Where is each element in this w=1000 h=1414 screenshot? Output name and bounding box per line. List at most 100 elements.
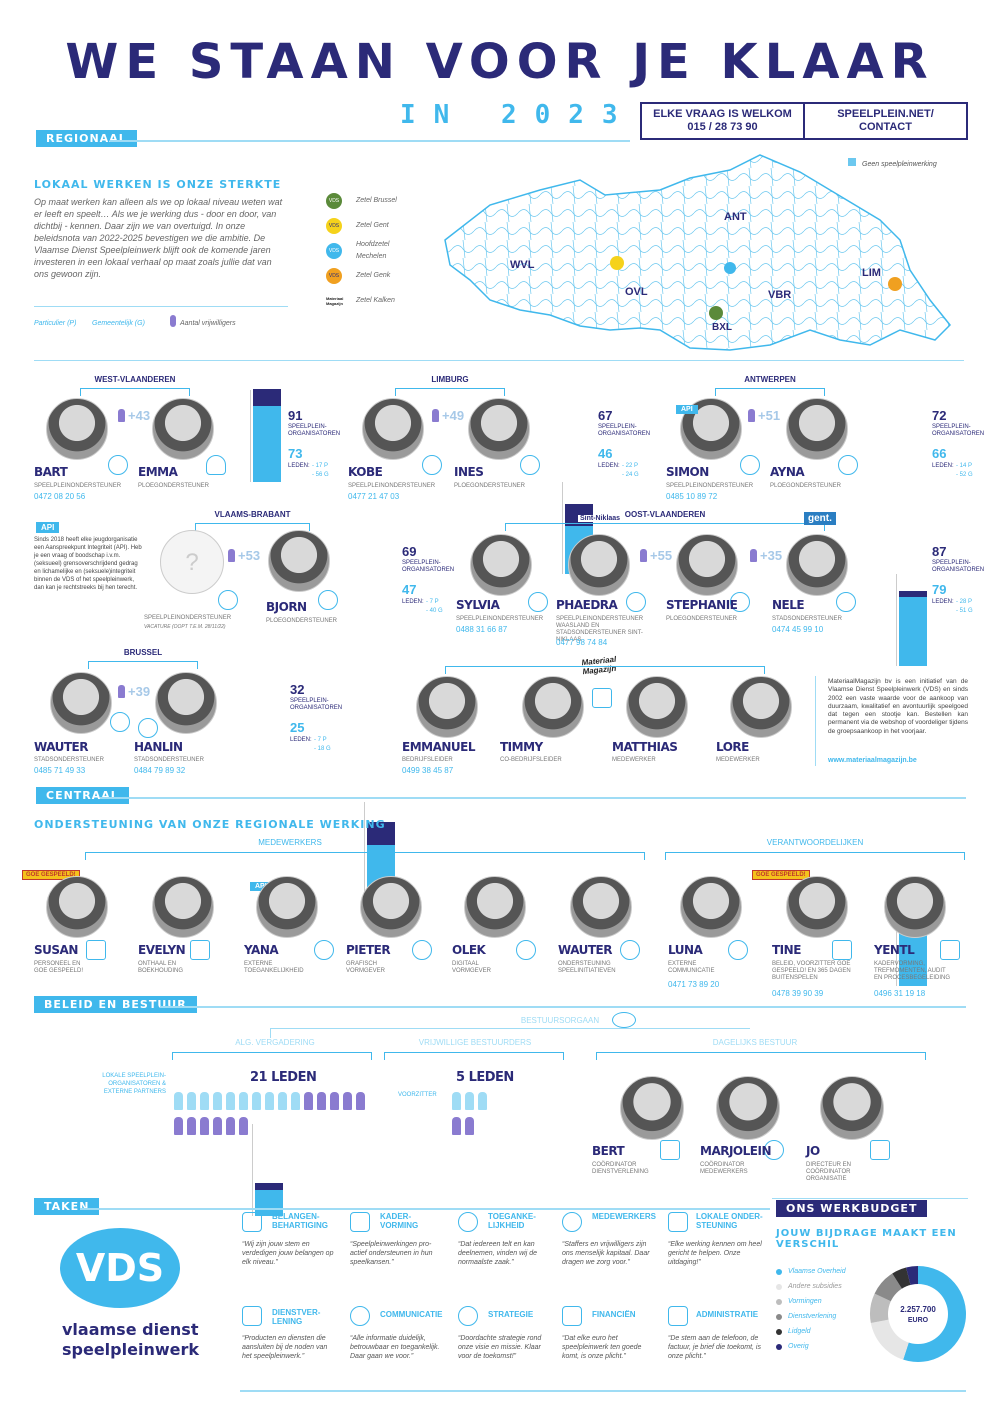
member-icon xyxy=(213,1117,222,1135)
person-role: ONTHAAL EN BOEKHOUDING xyxy=(138,961,184,974)
flanders-map: Geen speelpleinwerking WVL OVL ANT VBR L… xyxy=(444,154,952,351)
person-phone[interactable]: 0496 31 19 18 xyxy=(874,989,926,998)
shapes-icon xyxy=(940,940,960,960)
member-icon xyxy=(330,1092,339,1110)
person-role: KADERVORMING, TREFMOMENTEN, AUDIT EN PRO… xyxy=(874,961,951,981)
stat-members: 25 xyxy=(290,720,305,735)
region-title-vbr: VLAAMS-BRABANT xyxy=(214,510,291,519)
person-phone[interactable]: 0485 10 89 72 xyxy=(666,492,718,501)
hand-icon xyxy=(138,718,158,738)
stat-orgs: 69 xyxy=(402,544,417,559)
bracket xyxy=(88,661,198,669)
person-phone[interactable]: 0474 45 99 10 xyxy=(772,625,824,634)
person-role: STADSONDERSTEUNER xyxy=(772,616,842,622)
member-icon xyxy=(200,1092,209,1110)
stat-label: SPEELPLEIN-ORGANISATOREN xyxy=(598,424,651,437)
heart-icon xyxy=(458,1212,478,1232)
stat-p: - 7 P xyxy=(314,737,327,743)
divider xyxy=(110,140,630,142)
person-name: BERT xyxy=(592,1144,625,1158)
person-role: SPEELPLEINONDERSTEUNER xyxy=(144,615,232,621)
seat-marker-brussel[interactable] xyxy=(709,306,723,320)
person-name: PHAEDRA xyxy=(556,598,618,612)
person-role: DIRECTEUR EN COÖRDINATOR ORGANISATIE xyxy=(806,1162,852,1182)
stat-members: 47 xyxy=(402,582,417,597)
avatar xyxy=(786,876,848,938)
divider xyxy=(34,360,964,361)
vacancy-avatar-icon: ? xyxy=(160,530,224,594)
stat-p: - 17 P xyxy=(312,463,329,469)
person-phone[interactable]: 0471 73 89 20 xyxy=(668,980,720,989)
members-grid-21 xyxy=(172,1092,372,1142)
budget-subtitle: JOUW BIJDRAGE MAAKT EEN VERSCHIL xyxy=(776,1228,957,1250)
member-icon xyxy=(465,1092,474,1110)
person-phone[interactable]: 0485 71 49 33 xyxy=(34,766,86,775)
person-name: INES xyxy=(454,465,484,479)
bracket xyxy=(384,1052,564,1060)
bracket xyxy=(505,523,825,531)
avatar xyxy=(626,676,688,738)
person-name: YANA xyxy=(244,943,279,957)
leden-21: 21 LEDEN xyxy=(250,1070,317,1085)
person-phone[interactable]: 0478 39 90 39 xyxy=(772,989,824,998)
volunteer-count-value: +35 xyxy=(760,548,783,563)
page-title: WE STAAN VOOR JE KLAAR xyxy=(65,34,935,90)
person-phone[interactable]: 0499 38 45 87 xyxy=(402,766,454,775)
person-role: SPEELPLEINONDERSTEUNER xyxy=(456,616,544,622)
chat-icon xyxy=(350,1306,370,1326)
person-phone[interactable]: 0484 79 89 32 xyxy=(134,766,186,775)
api-badge: API xyxy=(250,882,272,891)
person-phone[interactable]: 0477 21 47 03 xyxy=(348,492,400,501)
members-grid-5 xyxy=(450,1092,500,1142)
stat-label: SPEELPLEIN-ORGANISATOREN xyxy=(932,424,985,437)
person-phone[interactable]: 0472 08 20 56 xyxy=(34,492,86,501)
verantwoordelijken-label: VERANTWOORDELIJKEN xyxy=(766,838,864,847)
id-card-icon xyxy=(350,1212,370,1232)
person-phone[interactable]: 0488 31 66 87 xyxy=(456,625,508,634)
bracket xyxy=(665,852,965,860)
member-icon xyxy=(239,1117,248,1135)
volunteer-count: +43 xyxy=(118,408,150,423)
province-label-ovl: OVL xyxy=(625,286,648,298)
person-role: PLOEGONDERSTEUNER xyxy=(666,616,738,622)
person-name: STEPHANIE xyxy=(666,598,738,612)
seat-marker-genk[interactable] xyxy=(888,277,902,291)
member-icon xyxy=(317,1092,326,1110)
vds-logo-text: vlaamse dienst xyxy=(62,1320,199,1339)
section-tag-budget: ONS WERKBUDGET xyxy=(776,1200,928,1217)
divider xyxy=(160,1006,966,1008)
region-title-wvl: WEST-VLAANDEREN xyxy=(94,375,176,384)
person-role: BEDRIJFSLEIDER xyxy=(402,757,453,763)
person-role: COÖRDINATOR DIENSTVERLENING xyxy=(592,1162,649,1175)
task-text: “De stem aan de telefoon, de factuur, je… xyxy=(668,1335,761,1360)
budget-total: 2.257.700 xyxy=(900,1305,936,1314)
id-card-icon xyxy=(86,940,106,960)
person-name: OLEK xyxy=(452,943,486,957)
task-title: FINANCIËN xyxy=(592,1310,636,1319)
megaphone-icon xyxy=(242,1212,262,1232)
avatar xyxy=(470,534,532,596)
shapes-icon xyxy=(660,1140,680,1160)
person-icon xyxy=(520,455,540,475)
task-title: KADER-VORMING xyxy=(380,1212,419,1230)
legend-volunteers: Aantal vrijwilligers xyxy=(180,320,236,327)
seat-marker-gent[interactable] xyxy=(610,256,624,270)
eye-icon xyxy=(612,1012,636,1028)
person-role: STADSONDERSTEUNER xyxy=(134,757,204,763)
seat-legend: VDS Zetel Brussel VDS Zetel Gent VDS Hoofdz… xyxy=(326,188,466,313)
person-name: WAUTER xyxy=(558,943,612,957)
task-text: “Dat iedereen telt en kan deelnemen, vin… xyxy=(458,1241,537,1266)
legend-item: Overig xyxy=(776,1343,846,1350)
person-phone[interactable]: 0477 98 74 84 xyxy=(556,638,608,647)
section-tag-regionaal: REGIONAAL xyxy=(36,130,137,147)
contact-web-block[interactable]: SPEELPLEIN.NET/CONTACT xyxy=(803,104,966,138)
budget-legend: Vlaamse Overheid Andere subsidies Vormin… xyxy=(776,1268,846,1358)
person-role: MEDEWERKER xyxy=(612,757,656,763)
legend-label: Vlaamse Overheid xyxy=(788,1268,846,1275)
legend-particulier: Particulier (P) xyxy=(34,320,77,327)
seat-marker-mechelen[interactable] xyxy=(724,262,736,274)
contact-phone-block[interactable]: ELKE VRAAG IS WELKOM 015 / 28 73 90 xyxy=(642,104,803,138)
member-icon xyxy=(356,1092,365,1110)
person-role: PLOEGONDERSTEUNER xyxy=(138,483,210,489)
mm-link[interactable]: www.materiaalmagazijn.be xyxy=(828,757,917,764)
